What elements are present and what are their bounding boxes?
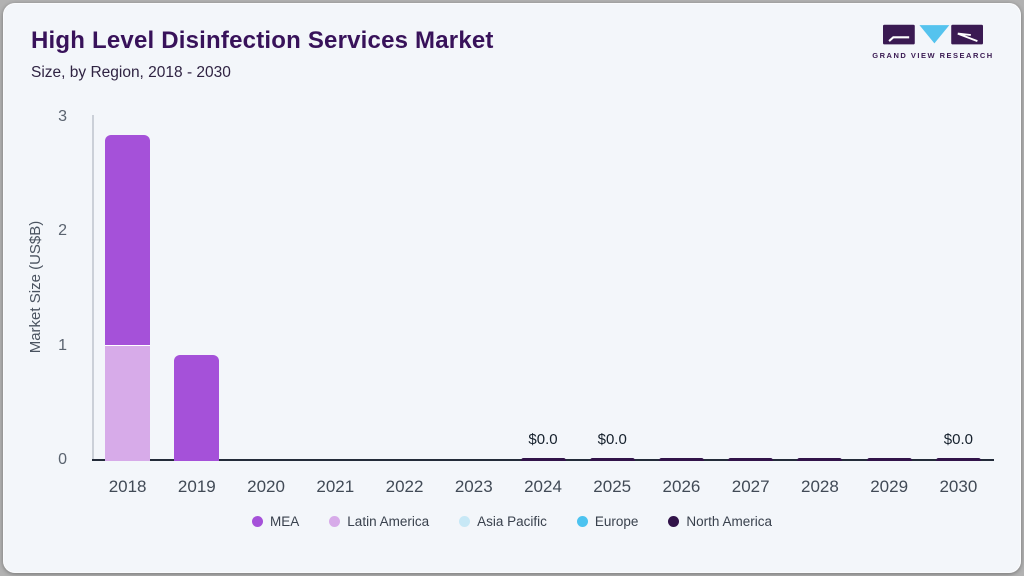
legend-item-north-america[interactable]: North America (668, 514, 772, 529)
grand-view-research-logo: GRAND VIEW RESEARCH (872, 24, 992, 60)
bar-segment-north-america-2024[interactable] (520, 457, 566, 461)
x-tick-label: 2029 (870, 477, 909, 496)
legend-label: Latin America (347, 514, 430, 529)
bar-segment-north-america-2028[interactable] (797, 457, 843, 461)
report-card: High Level Disinfection Services Market … (3, 3, 1021, 573)
y-tick-label: 1 (58, 336, 67, 354)
legend-dot-latin-america (329, 516, 341, 527)
y-tick-label: 3 (58, 107, 67, 125)
bar-value-label: $0.0 (597, 430, 627, 448)
y-tick-label: 2 (58, 222, 67, 239)
bar-segment-north-america-2029[interactable] (866, 457, 912, 461)
bar-segment-north-america-2027[interactable] (728, 457, 774, 461)
legend-label: Europe (594, 514, 639, 529)
gvr-logo-text: GRAND VIEW RESEARCH (872, 51, 994, 60)
chart-area: Market Size (US$B) 0 1 2 3 2018 2019 2020 2021 2… (3, 3, 1021, 573)
x-tick-label: 2021 (316, 477, 355, 496)
x-tick-label: 2023 (454, 477, 493, 496)
page-subtitle: Size, by Region, 2018 - 2030 (31, 64, 231, 81)
x-tick-label: 2027 (731, 477, 770, 496)
x-tick-label: 2018 (108, 477, 147, 496)
bar-segment-north-america-2025[interactable] (589, 457, 635, 461)
x-tick-label: 2024 (524, 477, 562, 496)
page-title: High Level Disinfection Services Market (31, 27, 494, 54)
bar-value-label: $0.0 (943, 430, 973, 448)
legend-label: Asia Pacific (477, 514, 547, 529)
legend-item-mea[interactable]: MEA (252, 514, 299, 529)
x-tick-label: 2019 (177, 477, 216, 496)
legend-item-europe[interactable]: Europe (576, 514, 639, 529)
gvr-logo-mark (883, 24, 983, 45)
legend-label: North America (686, 514, 772, 529)
x-tick-label: 2030 (939, 477, 978, 496)
x-tick-label: 2028 (801, 477, 839, 496)
bar-segment-north-america-2030[interactable] (935, 457, 981, 461)
y-axis-line (92, 115, 94, 461)
x-tick-label: 2022 (385, 477, 424, 496)
legend-item-latin-america[interactable]: Latin America (329, 514, 429, 529)
legend-dot-asia-pacific (459, 516, 471, 527)
x-tick-label: 2025 (593, 477, 632, 496)
x-tick-label: 2026 (662, 477, 701, 496)
x-tick-label: 2020 (247, 477, 285, 496)
legend-item-asia-pacific[interactable]: Asia Pacific (459, 514, 547, 529)
bar-segment-north-america-2026[interactable] (658, 457, 704, 461)
y-tick-label: 0 (58, 451, 67, 468)
segment-separator (105, 344, 151, 347)
bar-value-label: $0.0 (528, 430, 558, 448)
bar-segment-mea-2019[interactable] (174, 354, 220, 461)
legend-dot-north-america (668, 516, 680, 527)
y-axis-title: Market Size (US$B) (27, 220, 44, 354)
legend-label: MEA (270, 514, 300, 529)
legend-dot-europe (576, 516, 588, 527)
bar-segment-mea-2018[interactable] (105, 134, 151, 346)
chart-legend: MEA Latin America Asia Pacific Europe North … (3, 514, 1021, 529)
legend-dot-mea (252, 516, 264, 527)
bar-segment-latin-america-2018[interactable] (105, 345, 151, 461)
